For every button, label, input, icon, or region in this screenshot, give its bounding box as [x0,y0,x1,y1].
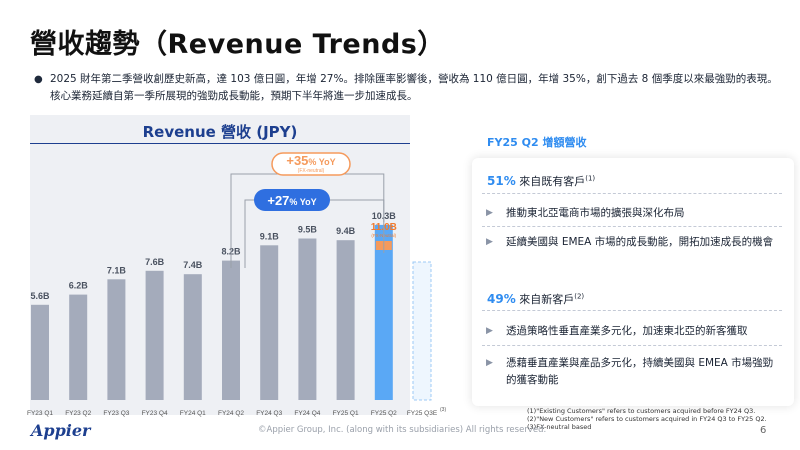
list-item: ▶ 推動東北亞電商市場的擴張與深化布局 [486,205,786,222]
new-pct: 49% [487,292,516,306]
x-tick-label: FY25 Q3E [407,410,438,417]
arrow-icon: ▶ [486,208,493,218]
list-item: ▶ 透過策略性垂直產業多元化，加速東北亞的新客獲取 [486,323,786,340]
list-item-text: 憑藉垂直產業與產品多元化，持續美國與 EMEA 市場強勁的獲客動能 [506,357,774,386]
footnote: (2)"New Customers" refers to customers a… [527,415,767,423]
chart-title: Revenue 營收 (JPY) [142,123,298,141]
x-tick-label: FY23 Q1 [27,410,53,417]
bar [222,260,240,400]
x-tick-label: FY25 Q1 [333,410,359,417]
arrow-icon: ▶ [486,326,493,336]
data-label: 6.2B [69,281,89,291]
existing-label: 來自既有客戶 [519,175,586,188]
footnote: (3)FX-neutral based [527,423,592,431]
page-number: 6 [760,425,767,436]
bar [298,238,317,400]
incremental-revenue-panel [472,158,794,406]
data-label: 7.1B [107,265,127,275]
arrow-icon: ▶ [486,237,493,247]
yoy-badge-reported [254,189,330,211]
bar [374,224,393,400]
projected-bar [412,261,432,401]
summary-text: 2025 財年第二季營收創歷史新高，達 103 億日圓，年增 27%。排除匯率影… [50,73,778,102]
bar [183,274,202,400]
data-label: 7.4B [183,260,203,270]
x-tick-label: FY24 Q3 [256,410,282,417]
new-sup: (2) [574,292,585,301]
arrow-icon: ▶ [486,358,493,368]
yoy-badge-fx-neutral [271,152,351,176]
divider [482,310,782,311]
bar [69,294,88,400]
x-tick-label: FY23 Q4 [142,410,168,417]
divider [482,226,782,227]
x-tick-label: FY23 Q2 [65,410,91,417]
bar [145,270,164,400]
bar [31,304,49,400]
yoy-fx-neutral-label: +35% YoY [286,153,335,168]
x-tick-label: FY23 Q3 [103,410,129,417]
page-title: 營收趨勢（Revenue Trends） [30,29,445,60]
list-item-text: 推動東北亞電商市場的擴張與深化布局 [506,207,685,219]
yoy-fx-neutral-sub: (FX-neutral) [298,168,325,174]
existing-customers-line: 51% 來自既有客戶(1) [487,173,595,189]
data-label: 9.5B [298,225,318,235]
chart-title-rule [30,143,410,144]
yoy-reported-label: +27% YoY [267,193,316,208]
bar [336,240,355,400]
x-tick-label: FY24 Q2 [218,410,244,417]
list-item: ▶ 延續美國與 EMEA 市場的成長動能，開拓加速成長的機會 [486,234,786,251]
divider [482,193,782,194]
data-label: 5.6B [30,291,50,301]
bar [260,245,279,400]
x-tick-label: FY25 Q2 [371,410,397,417]
existing-pct: 51% [487,174,516,188]
list-item-text: 延續美國與 EMEA 市場的成長動能，開拓加速成長的機會 [506,236,774,248]
footnotes: (1)"Existing Customers" refers to custom… [527,407,767,431]
x-tick-label: FY24 Q1 [180,410,206,417]
panel-header: FY25 Q2 增額營收 [487,136,587,149]
copyright: ©Appier Group, Inc. (along with its subs… [258,425,547,435]
footnote: (1)"Existing Customers" refers to custom… [527,407,756,415]
bullet-icon: ● [34,74,43,85]
new-customers-line: 49% 來自新客戶(2) [487,291,584,307]
existing-sup: (1) [585,174,596,183]
callout-pointer [456,262,472,278]
bar [107,279,126,400]
x-tick-superscript: (3) [440,407,446,413]
appier-logo: Appier [31,421,91,440]
x-tick-label: FY24 Q4 [294,410,320,417]
list-item: ▶ 憑藉垂直產業與產品多元化，持續美國與 EMEA 市場強勁的獲客動能 [486,355,786,389]
divider [482,345,782,346]
data-label: 9.4B [336,226,356,236]
list-item-text: 透過策略性垂直產業多元化，加速東北亞的新客獲取 [506,325,748,337]
new-label: 來自新客戶 [519,293,575,306]
data-label: 9.1B [260,231,280,241]
data-label: 7.6B [145,257,165,267]
